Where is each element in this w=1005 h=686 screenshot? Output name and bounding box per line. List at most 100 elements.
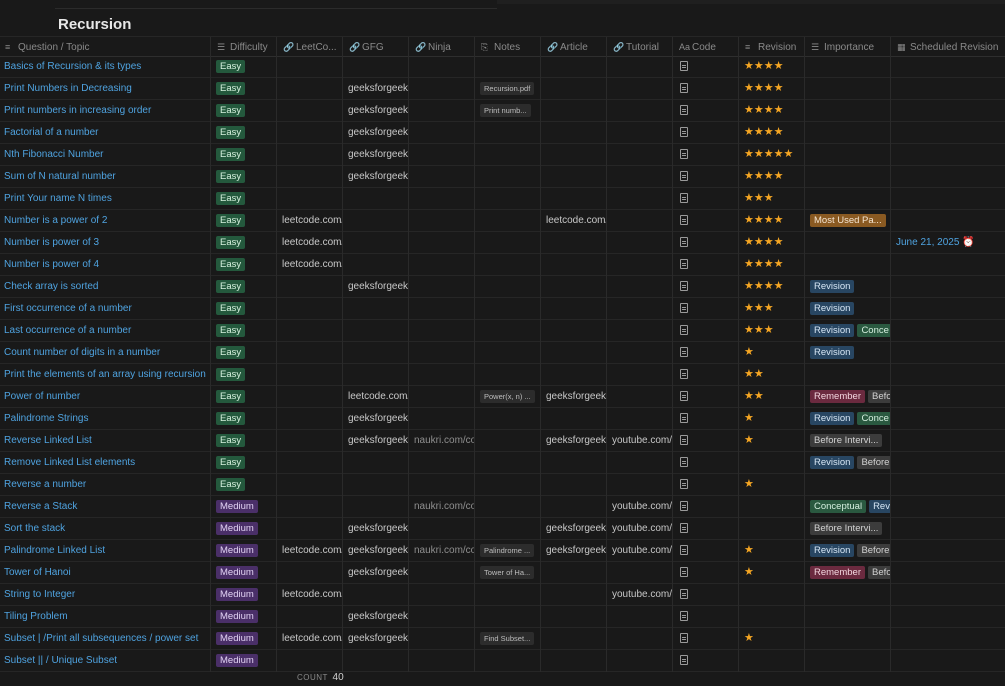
question-link[interactable]: Count number of digits in a number bbox=[4, 347, 161, 358]
ninja-url-link[interactable]: naukri.com/co bbox=[414, 501, 474, 512]
importance-tag[interactable]: Revision bbox=[810, 456, 855, 469]
importance-tag[interactable]: Most Used Pa... bbox=[810, 214, 886, 227]
revision-stars[interactable]: ★ bbox=[744, 434, 754, 446]
question-link[interactable]: Tiling Problem bbox=[4, 611, 68, 622]
question-link[interactable]: Remove Linked List elements bbox=[4, 457, 136, 468]
table-row[interactable]: Tiling Problem Medium geeksforgeeks bbox=[0, 606, 1005, 628]
question-link[interactable]: Print numbers in increasing order bbox=[4, 105, 152, 116]
table-row[interactable]: Sort the stack Medium geeksforgeeks geeksfo… bbox=[0, 518, 1005, 540]
question-link[interactable]: Reverse a Stack bbox=[4, 501, 78, 512]
revision-stars[interactable]: ★ bbox=[744, 632, 754, 644]
document-icon[interactable] bbox=[680, 347, 688, 357]
document-icon[interactable] bbox=[680, 61, 688, 71]
document-icon[interactable] bbox=[680, 545, 688, 555]
ninja-url-link[interactable]: naukri.com/co bbox=[414, 435, 474, 446]
difficulty-badge[interactable]: Easy bbox=[216, 148, 246, 161]
table-row[interactable]: Number is a power of 2 Easy leetcode.com/l… bbox=[0, 210, 1005, 232]
column-header-leetco[interactable]: 🔗 LeetCo... bbox=[276, 37, 342, 57]
document-icon[interactable] bbox=[680, 479, 688, 489]
table-row[interactable]: Number is power of 4 Easy leetcode.com/ ★★★… bbox=[0, 254, 1005, 276]
difficulty-badge[interactable]: Easy bbox=[216, 302, 246, 315]
table-row[interactable]: Print numbers in increasing order Easy gee… bbox=[0, 100, 1005, 122]
document-icon[interactable] bbox=[680, 215, 688, 225]
table-row[interactable]: Print Numbers in Decreasing Easy geeksforg… bbox=[0, 78, 1005, 100]
importance-tag[interactable]: Before bbox=[857, 544, 890, 557]
article-url-link[interactable]: geeksforgeeks bbox=[546, 435, 606, 446]
importance-tag[interactable]: Revision bbox=[810, 544, 855, 557]
difficulty-badge[interactable]: Medium bbox=[216, 610, 258, 623]
importance-tag[interactable]: Befo bbox=[868, 390, 890, 403]
difficulty-badge[interactable]: Easy bbox=[216, 324, 246, 337]
table-row[interactable]: Palindrome Strings Easy geeksforgeeks ★ Revi… bbox=[0, 408, 1005, 430]
question-link[interactable]: Last occurrence of a number bbox=[4, 325, 132, 336]
gfg-url-link[interactable]: geeksforgeeks bbox=[348, 149, 408, 160]
revision-stars[interactable]: ★★★★★ bbox=[744, 148, 794, 160]
column-header-difficulty[interactable]: ☰ Difficulty bbox=[210, 37, 276, 57]
table-row[interactable]: Reverse a Stack Medium naukri.com/co youtub… bbox=[0, 496, 1005, 518]
column-header-article[interactable]: 🔗 Article bbox=[540, 37, 606, 57]
question-link[interactable]: Tower of Hanoi bbox=[4, 567, 71, 578]
column-header-gfg[interactable]: 🔗 GFG bbox=[342, 37, 408, 57]
difficulty-badge[interactable]: Easy bbox=[216, 126, 246, 139]
difficulty-badge[interactable]: Easy bbox=[216, 390, 246, 403]
difficulty-badge[interactable]: Easy bbox=[216, 82, 246, 95]
table-row[interactable]: Remove Linked List elements Easy Revision B… bbox=[0, 452, 1005, 474]
importance-tag[interactable]: Remember bbox=[810, 390, 865, 403]
lc-url-link[interactable]: leetcode.com/ bbox=[282, 545, 342, 556]
revision-stars[interactable]: ★★★★ bbox=[744, 126, 784, 138]
difficulty-badge[interactable]: Medium bbox=[216, 544, 258, 557]
gfg-url-link[interactable]: leetcode.com/ bbox=[348, 391, 408, 402]
notes-file-chip[interactable]: Recursion.pdf bbox=[480, 82, 535, 95]
question-link[interactable]: Sum of N natural number bbox=[4, 171, 116, 182]
document-icon[interactable] bbox=[680, 501, 688, 511]
revision-stars[interactable]: ★★ bbox=[744, 390, 764, 402]
importance-tag[interactable]: Before bbox=[857, 456, 890, 469]
importance-tag[interactable]: Before Intervi... bbox=[810, 434, 883, 447]
notes-file-chip[interactable]: Print numb... bbox=[480, 104, 531, 117]
question-link[interactable]: Subset | /Print all subsequences / power… bbox=[4, 633, 199, 644]
gfg-url-link[interactable]: geeksforgeeks bbox=[348, 523, 408, 534]
table-row[interactable]: Count number of digits in a number Easy ★ R… bbox=[0, 342, 1005, 364]
difficulty-badge[interactable]: Easy bbox=[216, 456, 246, 469]
revision-stars[interactable]: ★★★★ bbox=[744, 236, 784, 248]
question-link[interactable]: Palindrome Strings bbox=[4, 413, 89, 424]
lc-url-link[interactable]: leetcode.com/ bbox=[282, 237, 342, 248]
question-link[interactable]: First occurrence of a number bbox=[4, 303, 132, 314]
table-row[interactable]: Reverse a number Easy ★ bbox=[0, 474, 1005, 496]
question-link[interactable]: Basics of Recursion & its types bbox=[4, 61, 142, 72]
importance-tag[interactable]: Revision bbox=[810, 280, 855, 293]
document-icon[interactable] bbox=[680, 589, 688, 599]
table-row[interactable]: Factorial of a number Easy geeksforgeeks ★★… bbox=[0, 122, 1005, 144]
column-header-scheduled-revision[interactable]: ▦ Scheduled Revision bbox=[890, 37, 1005, 57]
gfg-url-link[interactable]: geeksforgeeks bbox=[348, 611, 408, 622]
revision-stars[interactable]: ★★★ bbox=[744, 302, 774, 314]
difficulty-badge[interactable]: Easy bbox=[216, 60, 246, 73]
document-icon[interactable] bbox=[680, 391, 688, 401]
document-icon[interactable] bbox=[680, 127, 688, 137]
tutorial-url-link[interactable]: youtube.com/ bbox=[612, 501, 672, 512]
difficulty-badge[interactable]: Easy bbox=[216, 170, 246, 183]
question-link[interactable]: Check array is sorted bbox=[4, 281, 99, 292]
table-row[interactable]: Number is power of 3 Easy leetcode.com/ ★★★… bbox=[0, 232, 1005, 254]
table-row[interactable]: Sum of N natural number Easy geeksforgeeks… bbox=[0, 166, 1005, 188]
table-row[interactable]: Palindrome Linked List Medium leetcode.com… bbox=[0, 540, 1005, 562]
tutorial-url-link[interactable]: youtube.com/ bbox=[612, 523, 672, 534]
importance-tag[interactable]: Conce bbox=[857, 412, 890, 425]
notes-file-chip[interactable]: Palindrome ... bbox=[480, 544, 535, 557]
question-link[interactable]: Number is power of 4 bbox=[4, 259, 100, 270]
importance-tag[interactable]: Revision bbox=[810, 346, 855, 359]
difficulty-badge[interactable]: Easy bbox=[216, 104, 246, 117]
document-icon[interactable] bbox=[680, 655, 688, 665]
revision-stars[interactable]: ★★★★ bbox=[744, 258, 784, 270]
question-link[interactable]: Print the elements of an array using rec… bbox=[4, 369, 206, 380]
question-link[interactable]: Power of number bbox=[4, 391, 81, 402]
importance-tag[interactable]: Revision bbox=[810, 412, 855, 425]
gfg-url-link[interactable]: geeksforgeeks bbox=[348, 281, 408, 292]
difficulty-badge[interactable]: Easy bbox=[216, 258, 246, 271]
gfg-url-link[interactable]: geeksforgeeks bbox=[348, 567, 408, 578]
table-row[interactable]: Subset | /Print all subsequences / power… bbox=[0, 628, 1005, 650]
gfg-url-link[interactable]: geeksforgeeks bbox=[348, 171, 408, 182]
document-icon[interactable] bbox=[680, 259, 688, 269]
question-link[interactable]: Print Your name N times bbox=[4, 193, 112, 204]
document-icon[interactable] bbox=[680, 611, 688, 621]
